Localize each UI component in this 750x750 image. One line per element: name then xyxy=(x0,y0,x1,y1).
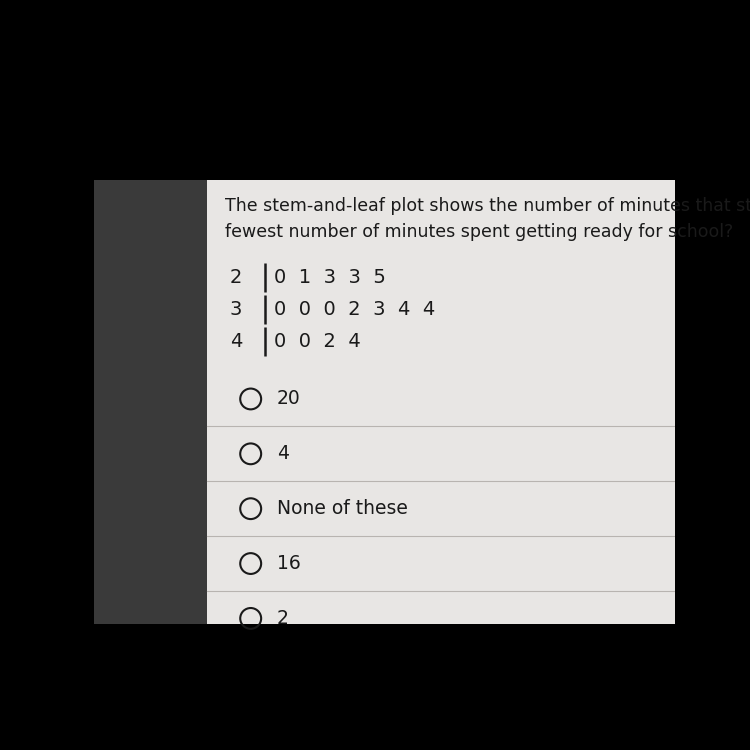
Text: 20: 20 xyxy=(277,389,301,409)
Text: 2: 2 xyxy=(230,268,242,287)
Text: 4: 4 xyxy=(277,444,289,464)
Text: 0  0  0  2  3  4  4: 0 0 0 2 3 4 4 xyxy=(274,300,435,319)
Text: fewest number of minutes spent getting ready for school?: fewest number of minutes spent getting r… xyxy=(224,223,733,241)
Text: 16: 16 xyxy=(277,554,301,573)
Text: None of these: None of these xyxy=(277,500,408,518)
Bar xyxy=(207,179,675,624)
Text: 3: 3 xyxy=(230,300,242,319)
Text: 4: 4 xyxy=(230,332,242,351)
Text: 0  1  3  3  5: 0 1 3 3 5 xyxy=(274,268,386,287)
Text: 2: 2 xyxy=(277,609,289,628)
Text: 0  0  2  4: 0 0 2 4 xyxy=(274,332,361,351)
Text: The stem-and-leaf plot shows the number of minutes that stude: The stem-and-leaf plot shows the number … xyxy=(224,196,750,214)
Bar xyxy=(94,179,207,624)
